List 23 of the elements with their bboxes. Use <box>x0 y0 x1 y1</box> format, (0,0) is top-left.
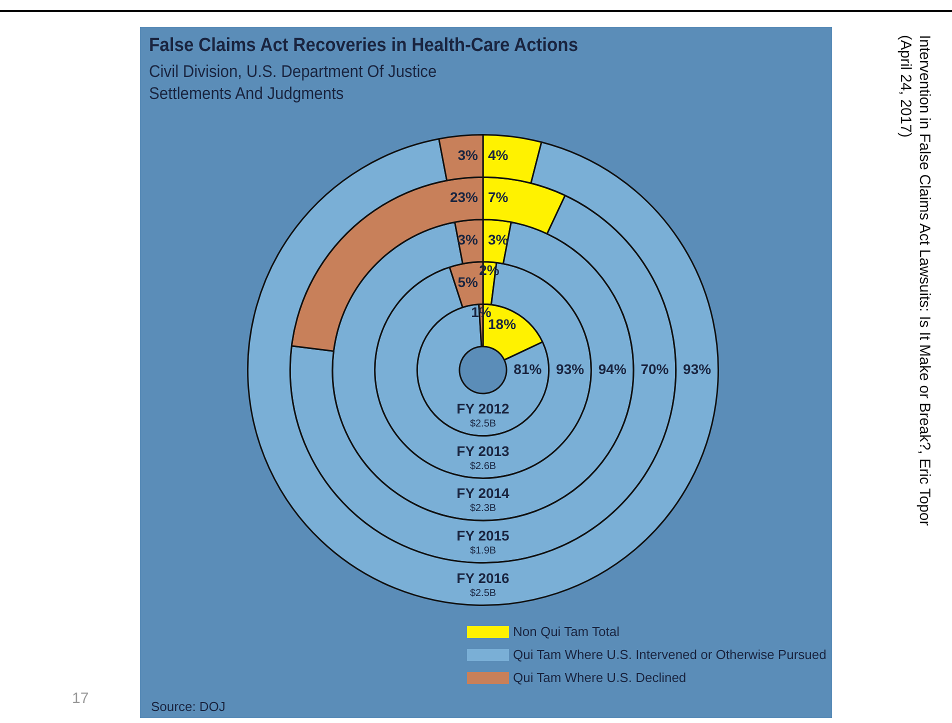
slice-label: FY 2014 $2.3B <box>456 485 510 514</box>
slice-label: FY 2016 $2.5B <box>456 570 510 599</box>
data-label: 93% <box>556 360 585 377</box>
data-label: 3% <box>458 146 479 163</box>
chart-title: False Claims Act Recoveries in Health-Care Actions <box>149 35 578 57</box>
chart-subtitle: Civil Division, U.S. Department Of Justice Settlements And Judgments <box>149 61 437 105</box>
source-note: Source: DOJ <box>151 699 226 714</box>
data-label: 7% <box>488 189 509 206</box>
data-label: 23% <box>450 189 479 206</box>
slice-label: FY 2015 $1.9B <box>456 528 510 556</box>
data-label: 70% <box>640 360 670 377</box>
data-label: 5% <box>458 274 479 290</box>
slice-label: FY 2013 $2.6B <box>456 442 510 472</box>
legend-label: Qui Tam Where U.S. Declined <box>513 670 686 685</box>
legend-label: Qui Tam Where U.S. Intervened or Otherwise Pursued <box>513 647 826 662</box>
legend-label: Non Qui Tam Total <box>513 624 620 639</box>
text: Intervention in False Claims Act Lawsuits: Is It Make or Break?, Eric Topor (April 24, 2017) <box>896 35 934 528</box>
data-label: 94% <box>598 360 627 377</box>
slice-label: FY 2012 $2.5B <box>456 400 510 430</box>
data-label: 81% <box>514 360 542 377</box>
text: 17 <box>72 690 89 707</box>
data-label: 4% <box>488 146 509 163</box>
data-label: 93% <box>683 360 712 377</box>
